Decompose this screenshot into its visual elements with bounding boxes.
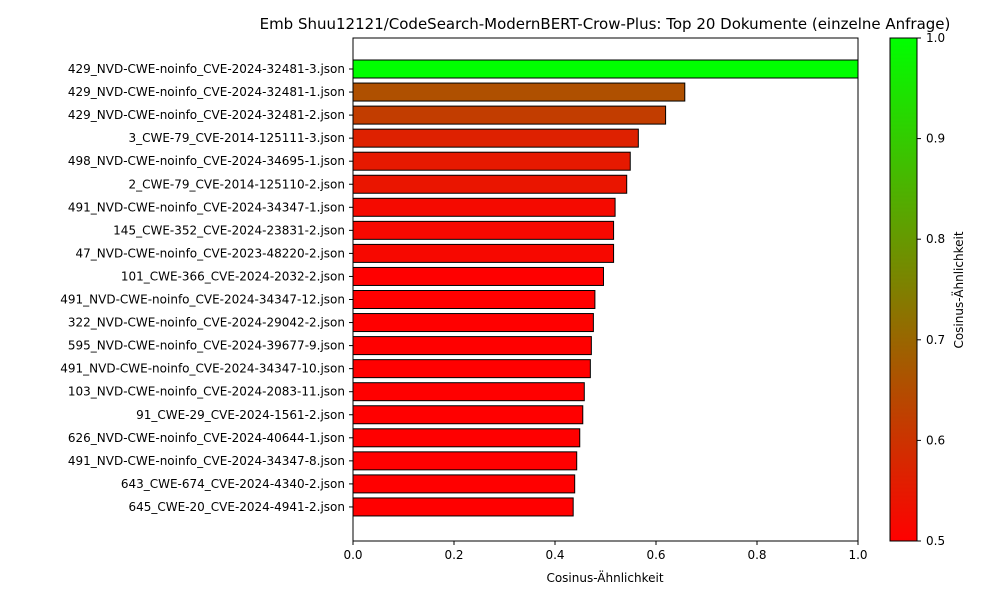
plot-frame	[352, 37, 859, 542]
y-tick-label: 145_CWE-352_CVE-2024-23831-2.json	[113, 223, 345, 237]
x-tick-label: 0.4	[545, 548, 564, 562]
x-tick-label: 0.6	[646, 548, 665, 562]
bar	[352, 313, 594, 333]
y-tick-label: 101_CWE-366_CVE-2024-2032-2.json	[121, 269, 345, 283]
x-tick-label: 0.8	[747, 548, 766, 562]
bar	[352, 497, 574, 517]
x-tick-label: 0.0	[343, 548, 362, 562]
bar	[352, 336, 592, 356]
y-tick-label: 429_NVD-CWE-noinfo_CVE-2024-32481-2.json	[68, 108, 345, 122]
y-tick-label: 91_CWE-29_CVE-2024-1561-2.json	[136, 408, 345, 422]
bar	[352, 290, 596, 309]
x-tick-label: 0.2	[444, 548, 463, 562]
colorbar-tick-label: 0.9	[926, 132, 945, 146]
bar	[352, 266, 604, 286]
y-tick-label: 322_NVD-CWE-noinfo_CVE-2024-29042-2.json	[68, 316, 345, 330]
colorbar-tick-label: 1.0	[926, 31, 945, 45]
y-tick-label: 595_NVD-CWE-noinfo_CVE-2024-39677-9.json	[68, 339, 345, 353]
y-tick-label: 643_CWE-674_CVE-2024-4340-2.json	[121, 477, 345, 491]
y-tick-label: 491_NVD-CWE-noinfo_CVE-2024-34347-10.jso…	[60, 362, 345, 376]
bar	[352, 151, 631, 171]
bar	[352, 405, 584, 425]
y-tick-label: 429_NVD-CWE-noinfo_CVE-2024-32481-1.json	[68, 85, 345, 99]
bar	[352, 128, 639, 148]
colorbar-tick-label: 0.6	[926, 433, 945, 447]
colorbar-tick-label: 0.7	[926, 333, 945, 347]
y-tick-label: 47_NVD-CWE-noinfo_CVE-2023-48220-2.json	[76, 246, 346, 260]
colorbar-label: Cosinus-Ähnlichkeit	[951, 231, 966, 348]
bar	[352, 197, 616, 217]
y-tick-label: 103_NVD-CWE-noinfo_CVE-2024-2083-11.json	[68, 385, 345, 399]
colorbar-tick-label: 0.5	[926, 534, 945, 548]
y-tick-label: 645_CWE-20_CVE-2024-4941-2.json	[128, 500, 345, 514]
bar	[352, 59, 859, 79]
bar	[352, 174, 628, 194]
y-tick-label: 491_NVD-CWE-noinfo_CVE-2024-34347-1.json	[68, 200, 345, 214]
y-tick-label: 491_NVD-CWE-noinfo_CVE-2024-34347-12.jso…	[60, 293, 345, 307]
y-tick-label: 626_NVD-CWE-noinfo_CVE-2024-40644-1.json	[68, 431, 345, 445]
bar	[352, 82, 686, 102]
bar	[352, 428, 581, 448]
y-tick-label: 3_CWE-79_CVE-2014-125111-3.json	[128, 131, 345, 145]
bar	[352, 474, 576, 494]
y-tick-label: 491_NVD-CWE-noinfo_CVE-2024-34347-8.json	[68, 454, 345, 468]
bar	[352, 243, 615, 263]
bar	[352, 382, 585, 402]
colorbar-gradient	[889, 37, 918, 542]
colorbar-ticks: 0.5 0.6 0.7 0.8 0.9 1.0	[917, 31, 945, 548]
colorbar: 0.5 0.6 0.7 0.8 0.9 1.0 Cosinus-Ähnlichkeit	[889, 31, 966, 548]
bar	[352, 359, 591, 379]
colorbar-tick-label: 0.8	[926, 232, 945, 246]
y-tick-labels: 429_NVD-CWE-noinfo_CVE-2024-32481-3.json…	[60, 62, 353, 514]
bar	[352, 105, 667, 125]
y-tick-label: 2_CWE-79_CVE-2014-125110-2.json	[128, 177, 345, 191]
bar	[352, 451, 578, 471]
bar	[352, 220, 615, 240]
x-axis-label: Cosinus-Ähnlichkeit	[546, 570, 663, 585]
y-tick-label: 429_NVD-CWE-noinfo_CVE-2024-32481-3.json	[68, 62, 345, 76]
x-tick-label: 1.0	[848, 548, 867, 562]
x-ticks: 0.0 0.2 0.4 0.6 0.8 1.0	[343, 541, 868, 562]
y-tick-label: 498_NVD-CWE-noinfo_CVE-2024-34695-1.json	[68, 154, 345, 168]
bars-group	[352, 59, 859, 517]
chart-title: Emb Shuu12121/CodeSearch-ModernBERT-Crow…	[260, 15, 951, 33]
